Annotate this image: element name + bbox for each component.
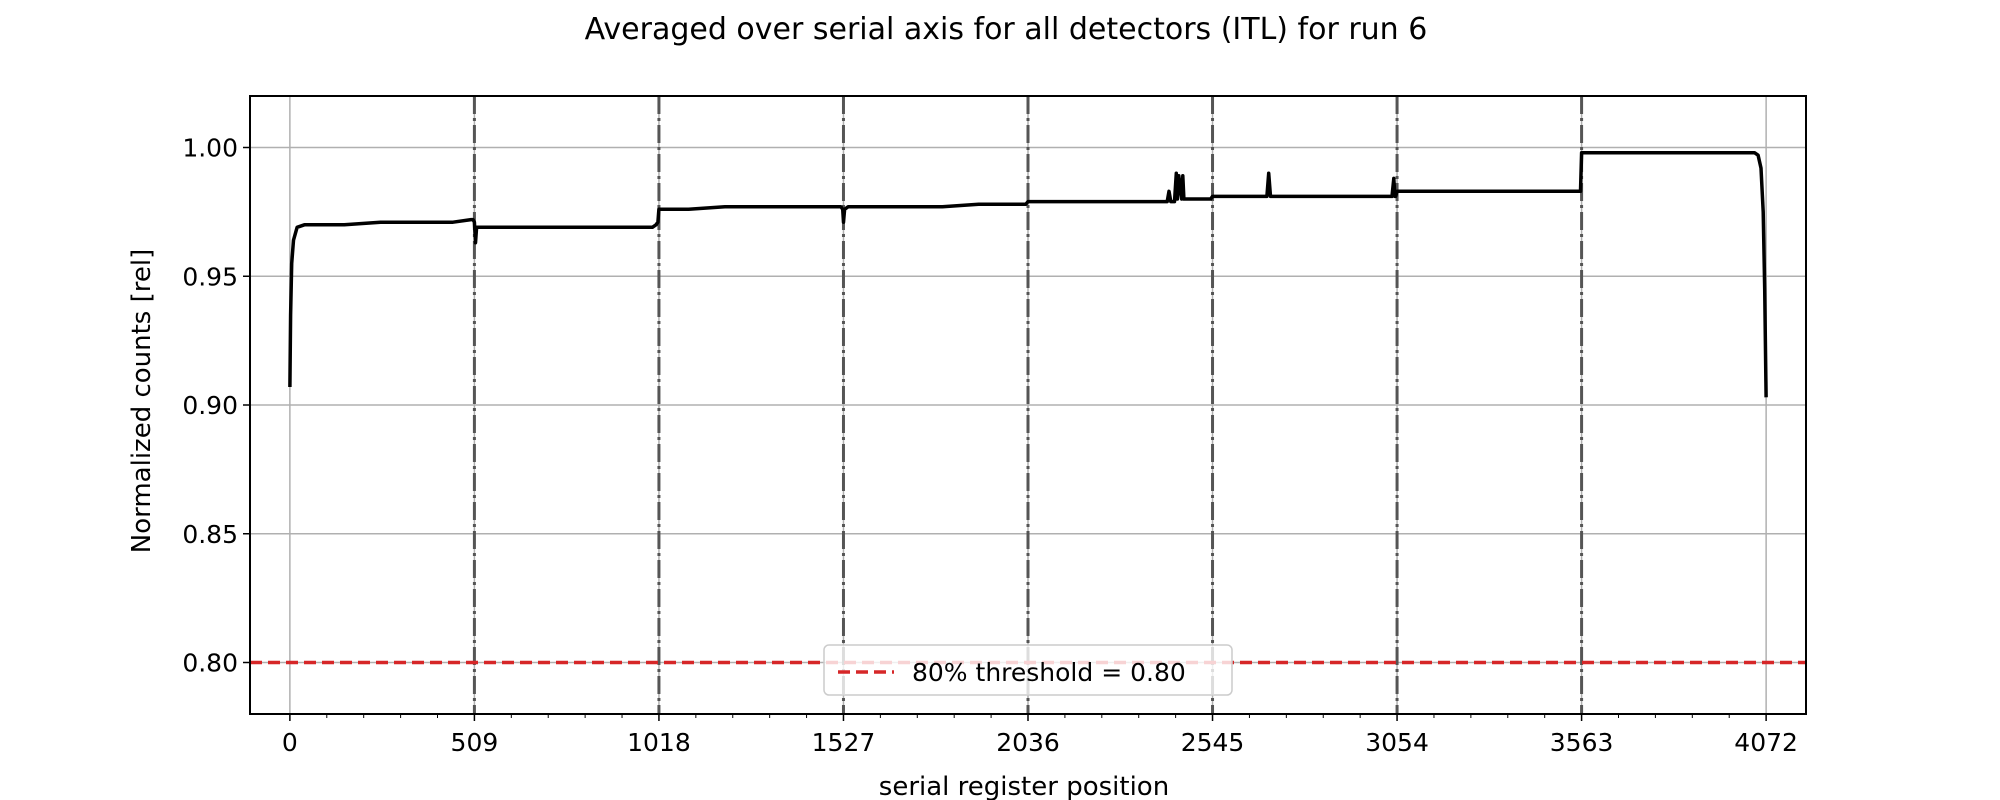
y-tick-label: 0.80 [182, 649, 238, 678]
y-tick-label: 0.85 [182, 520, 238, 549]
series-line [288, 150, 1768, 398]
x-axis-label: serial register position [879, 772, 1169, 800]
y-axis-label: Normalized counts [rel] [127, 249, 157, 554]
plot-frame [249, 95, 1807, 715]
x-tick-label: 2545 [1181, 728, 1245, 757]
y-tick-label: 0.95 [182, 262, 238, 291]
x-tick-label: 3054 [1365, 728, 1429, 757]
x-tick-label: 1018 [627, 728, 691, 757]
x-tick-label: 2036 [996, 728, 1060, 757]
axes: 0.80 0.85 0.90 0.95 1.00 0 509 1018 1527 2036 2545… [182, 95, 1807, 757]
x-tick-label: 509 [451, 728, 499, 757]
legend-box [823, 644, 1233, 696]
legend: 80% threshold = 0.80 [823, 644, 1233, 696]
x-tick-label: 1527 [812, 728, 876, 757]
y-tick-label: 0.90 [182, 391, 238, 420]
x-tick-label: 4072 [1734, 728, 1798, 757]
legend-threshold-label: 80% threshold = 0.80 [912, 658, 1186, 687]
y-tick-label: 1.00 [182, 134, 238, 163]
chart-title: Averaged over serial axis for all detect… [585, 12, 1428, 47]
x-tick-label: 0 [282, 728, 298, 757]
x-tick-label: 3563 [1550, 728, 1614, 757]
series-layer [288, 150, 1768, 398]
